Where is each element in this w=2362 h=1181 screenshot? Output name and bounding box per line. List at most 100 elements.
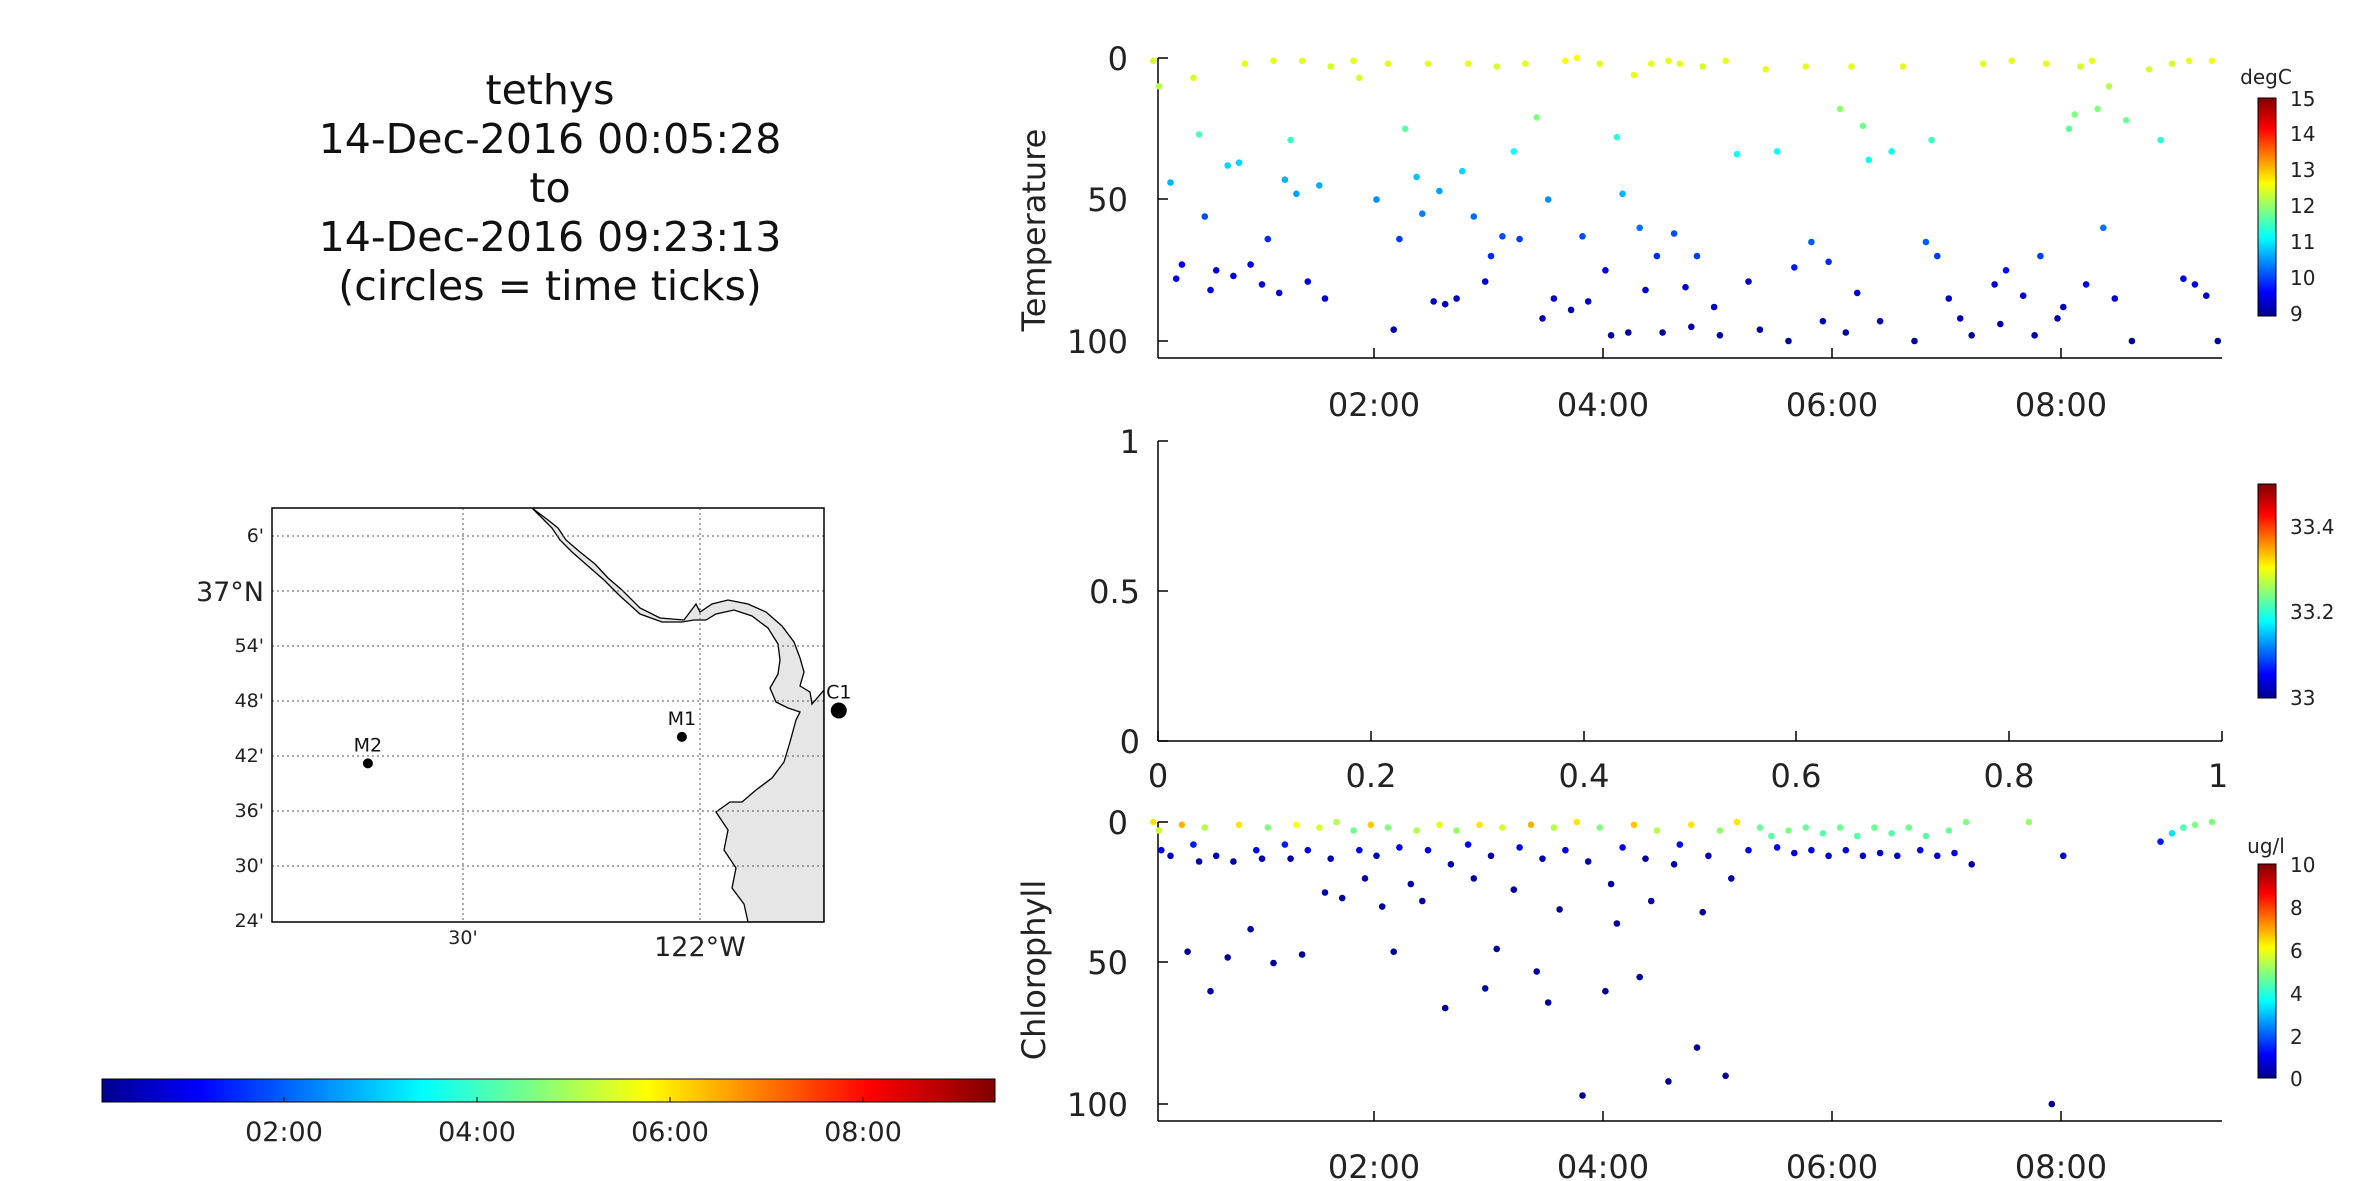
data-point [1150,818,1157,826]
data-point [1155,83,1163,90]
data-point [1819,830,1827,837]
data-point [1968,332,1975,339]
data-point [1968,861,1975,868]
data-point [1207,286,1214,294]
chlorophyll-axes [1157,821,2222,1122]
x-tick-label: 08:00 [2015,386,2107,424]
data-point [1550,295,1558,302]
data-point [1602,987,1609,995]
data-point [1928,136,1935,144]
data-point [1304,846,1312,854]
data-point [1853,832,1861,840]
data-point [1533,968,1540,975]
temperature-points [1150,54,2222,345]
data-point [1550,824,1558,831]
data-point [1905,824,1912,831]
data-point [1516,844,1523,851]
data-point [1859,852,1867,860]
data-point [1270,959,1277,967]
data-point [1613,920,1621,927]
y-tick-label: 0 [1108,40,1128,78]
data-point [1991,281,1998,288]
salinity-panel: 1 0.5 0 0 0.2 0.4 0.6 0.8 1 33.4 33.2 33 [1089,423,2334,795]
data-point [1699,908,1706,916]
data-point [2203,292,2210,300]
colorbar-tick-label: 0 [2290,1067,2303,1091]
data-point [1419,897,1426,905]
data-point [1567,306,1575,314]
data-point [1728,875,1735,882]
data-point [1207,987,1214,995]
data-point [1785,337,1792,345]
data-point [1190,74,1197,82]
data-point [2060,303,2067,311]
y-tick-label: 0 [1120,723,1140,761]
data-point [1842,329,1850,336]
time-colorbar: 02:00 04:00 06:00 08:00 [101,1078,996,1148]
y-tick-label: 100 [1067,1086,1128,1124]
data-point [1327,63,1334,70]
data-point [1607,880,1615,888]
data-point [1470,875,1478,882]
data-point [1275,289,1283,297]
data-point [1825,258,1832,266]
data-point [1195,858,1203,865]
lon-tick-label: 122°W [654,932,746,963]
data-point [1453,827,1460,834]
y-tick-label: 0 [1108,804,1128,842]
data-point [1356,74,1363,82]
x-tick-label: 06:00 [1786,386,1878,424]
data-point [1562,57,1569,65]
data-point [2077,63,2084,70]
data-point [1716,332,1724,339]
data-point [1493,63,1500,70]
x-tick-label: 04:00 [1557,1148,1649,1181]
data-point [1871,824,1878,831]
data-point [1619,190,1626,198]
data-point [1630,71,1638,79]
data-point [1441,300,1449,308]
data-point [1316,824,1323,831]
data-point [1853,289,1861,297]
title-line: 14-Dec-2016 00:05:28 [318,115,782,163]
data-point [1453,295,1460,302]
data-point [1304,278,1312,285]
data-point [1356,846,1363,854]
colorbar-tick-label: 9 [2290,302,2303,326]
data-point [1642,855,1649,862]
data-point [1842,846,1850,854]
data-point [2111,295,2119,302]
data-point [1945,295,1953,302]
colorbar-tick-label: 11 [2290,230,2315,254]
data-point [1596,824,1603,831]
colorbar-tick-label: 10 [2290,853,2315,877]
data-point [1791,849,1798,857]
data-point [1464,841,1472,848]
y-tick-label: 0.5 [1089,573,1140,611]
data-point [1533,114,1540,121]
data-point [1762,66,1769,73]
data-point [1287,855,1294,862]
data-point [1195,131,1203,138]
figure-title: tethys 14-Dec-2016 00:05:28 to 14-Dec-20… [250,66,850,311]
data-point [1808,238,1815,246]
data-point [1962,818,1970,826]
data-point [1510,886,1518,893]
data-point [1441,1004,1449,1012]
data-point [1922,238,1930,246]
data-point [1487,852,1495,860]
data-point [1676,60,1684,67]
data-point [1688,821,1695,829]
y-axis-label: Chlorophyll [1015,880,1053,1060]
time-colorbar-tick-label: 04:00 [438,1117,516,1148]
data-point [1419,210,1426,217]
data-point [1178,261,1186,268]
data-point [1733,150,1741,158]
data-point [2037,252,2044,260]
x-tick-label: 1 [2208,757,2228,795]
data-point [2094,105,2101,113]
colorbar-tick-label: 10 [2290,266,2315,290]
lat-tick-label: 48' [235,690,264,712]
data-point [1659,329,1666,336]
data-point [1436,187,1443,195]
